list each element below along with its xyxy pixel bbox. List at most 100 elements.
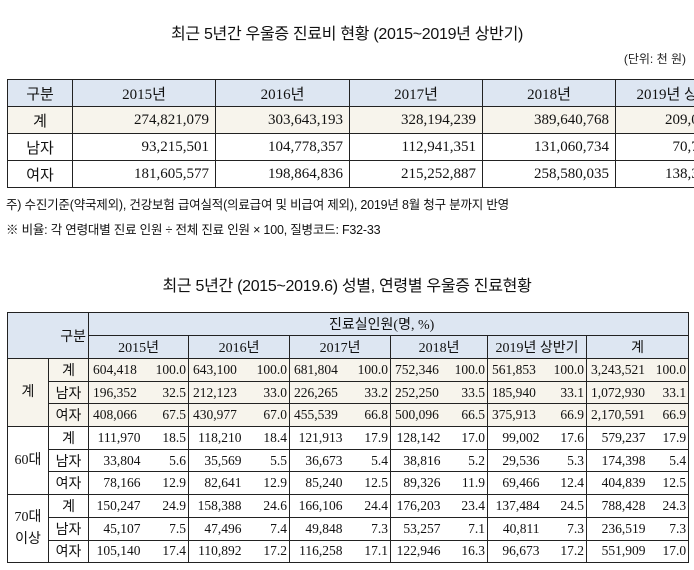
cell: 215,252,887 [349, 160, 483, 188]
count-cell: 122,946 [390, 539, 449, 564]
count-cell: 176,203 [390, 494, 449, 518]
table-row: 남자 33,804 5.6 35,569 5.5 36,673 5.4 38,8… [8, 448, 690, 473]
percent-cell: 5.2 [448, 448, 489, 473]
percent-cell: 11.9 [448, 471, 489, 496]
percent-cell: 24.9 [148, 494, 190, 518]
cost-table: 구분 2015년 2016년 2017년 2018년 2019년 상반기 계 2… [7, 79, 694, 188]
percent-cell: 17.2 [547, 539, 588, 564]
column-header: 2019년 상반기 [615, 79, 694, 107]
count-cell: 111,970 [88, 426, 149, 450]
percent-cell: 100.0 [547, 358, 588, 382]
count-cell: 579,237 [586, 426, 654, 450]
table-row: 70대 이상 계 150,247 24.9 158,388 24.6 166,1… [7, 494, 690, 564]
cell: 181,605,577 [72, 160, 216, 188]
count-cell: 78,166 [88, 471, 149, 496]
percent-cell: 7.3 [653, 516, 690, 541]
gubun-header: 구분 [6, 312, 90, 359]
percent-cell: 100.0 [653, 358, 690, 382]
count-cell: 430,977 [188, 403, 250, 428]
count-cell: 38,816 [390, 448, 449, 473]
sub-label: 여자 [47, 539, 90, 564]
table-row: 여자 181,605,577 198,864,836 215,252,887 2… [7, 160, 694, 188]
sub-label: 계 [47, 494, 90, 518]
count-cell: 116,258 [289, 539, 351, 564]
year-header: 2015년 [88, 335, 190, 359]
group-label: 60대 [7, 426, 49, 496]
row-label: 계 [7, 106, 73, 134]
percent-cell: 5.5 [249, 448, 291, 473]
percent-cell: 12.5 [653, 471, 690, 496]
percent-cell: 12.9 [148, 471, 190, 496]
cost-table-title: 최근 5년간 우울증 진료비 현황 (2015~2019년 상반기) [170, 26, 524, 43]
percent-cell: 17.0 [448, 426, 489, 450]
column-header: 구분 [7, 79, 73, 107]
column-header: 2017년 [349, 79, 483, 107]
count-cell: 196,352 [88, 380, 149, 405]
patients-table: 구분 진료실인원(명, %) 2015년 2016년 2017년 2018년 2… [6, 312, 690, 564]
percent-cell: 24.6 [249, 494, 291, 518]
row-label: 여자 [7, 160, 73, 188]
percent-cell: 33.1 [547, 380, 588, 405]
count-cell: 121,913 [289, 426, 351, 450]
table-row: 계 274,821,079 303,643,193 328,194,239 38… [7, 106, 694, 134]
count-cell: 158,388 [188, 494, 250, 518]
count-cell: 49,848 [289, 516, 351, 541]
count-cell: 604,418 [88, 358, 149, 382]
count-cell: 85,240 [289, 471, 351, 496]
count-cell: 752,346 [390, 358, 449, 382]
cell: 198,864,836 [215, 160, 350, 188]
cell: 274,821,079 [72, 106, 216, 134]
count-cell: 118,210 [188, 426, 250, 450]
percent-cell: 24.4 [350, 494, 392, 518]
count-cell: 47,496 [188, 516, 250, 541]
percent-cell: 5.4 [653, 448, 690, 473]
count-cell: 3,243,521 [586, 358, 654, 382]
year-header: 2016년 [188, 335, 291, 359]
cell: 131,060,734 [482, 133, 616, 161]
count-cell: 29,536 [487, 448, 548, 473]
patients-super-header-row: 구분 진료실인원(명, %) [6, 312, 690, 359]
count-cell: 53,257 [390, 516, 449, 541]
percent-cell: 100.0 [249, 358, 291, 382]
count-cell: 500,096 [390, 403, 449, 428]
column-header: 2016년 [215, 79, 350, 107]
table-row: 60대 계 111,970 18.5 118,210 18.4 121,913 … [7, 426, 690, 496]
percent-cell: 100.0 [448, 358, 489, 382]
table-row: 남자 45,107 7.5 47,496 7.4 49,848 7.3 53,2… [8, 516, 690, 541]
cost-table-header-row: 구분 2015년 2016년 2017년 2018년 2019년 상반기 [7, 79, 694, 107]
percent-cell: 33.5 [448, 380, 489, 405]
percent-cell: 16.3 [448, 539, 489, 564]
cell: 389,640,768 [482, 106, 616, 134]
count-cell: 236,519 [586, 516, 654, 541]
cell: 258,580,035 [482, 160, 616, 188]
percent-cell: 7.5 [148, 516, 190, 541]
count-cell: 35,569 [188, 448, 250, 473]
count-cell: 128,142 [390, 426, 449, 450]
patients-table-title: 최근 5년간 (2015~2019.6) 성별, 연령별 우울증 진료현황 [162, 278, 532, 295]
count-cell: 96,673 [487, 539, 548, 564]
table-row: 여자 105,140 17.4 110,892 17.2 116,258 17.… [8, 539, 690, 564]
ratio-note: ※ 비율: 각 연령대별 진료 인원 ÷ 전체 진료 인원 × 100, 질병코… [6, 223, 381, 237]
column-header: 2018년 [482, 79, 616, 107]
percent-cell: 66.8 [350, 403, 392, 428]
table-row: 여자 408,066 67.5 430,977 67.0 455,539 66.… [8, 403, 690, 428]
count-cell: 82,641 [188, 471, 250, 496]
percent-cell: 33.0 [249, 380, 291, 405]
count-cell: 105,140 [88, 539, 149, 564]
percent-cell: 32.5 [148, 380, 190, 405]
footnote: 주) 수진기준(약국제외), 건강보험 급여실적(의료급여 및 비급여 제외),… [6, 198, 509, 212]
count-cell: 252,250 [390, 380, 449, 405]
percent-cell: 17.9 [653, 426, 690, 450]
percent-cell: 18.4 [249, 426, 291, 450]
count-cell: 643,100 [188, 358, 250, 382]
count-cell: 2,170,591 [586, 403, 654, 428]
percent-cell: 12.9 [249, 471, 291, 496]
cell: 104,778,357 [215, 133, 350, 161]
count-cell: 212,123 [188, 380, 250, 405]
count-cell: 166,106 [289, 494, 351, 518]
percent-cell: 100.0 [350, 358, 392, 382]
percent-cell: 33.2 [350, 380, 392, 405]
percent-cell: 66.9 [547, 403, 588, 428]
row-label: 남자 [7, 133, 73, 161]
count-cell: 681,804 [289, 358, 351, 382]
